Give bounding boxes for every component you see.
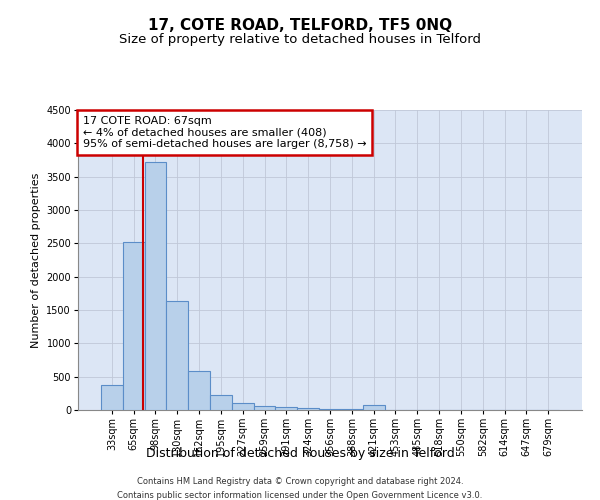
Bar [297, 408, 319, 410]
Y-axis label: Number of detached properties: Number of detached properties [31, 172, 41, 348]
Text: 17 COTE ROAD: 67sqm
← 4% of detached houses are smaller (408)
95% of semi-detach: 17 COTE ROAD: 67sqm ← 4% of detached hou… [83, 116, 367, 149]
Text: Contains public sector information licensed under the Open Government Licence v3: Contains public sector information licen… [118, 491, 482, 500]
Bar [232, 404, 254, 410]
Bar [145, 162, 166, 410]
Bar [188, 370, 210, 410]
Bar [363, 406, 385, 410]
Text: Size of property relative to detached houses in Telford: Size of property relative to detached ho… [119, 32, 481, 46]
Bar [166, 302, 188, 410]
Bar [123, 242, 145, 410]
Bar [101, 385, 123, 410]
Bar [275, 408, 297, 410]
Text: 17, COTE ROAD, TELFORD, TF5 0NQ: 17, COTE ROAD, TELFORD, TF5 0NQ [148, 18, 452, 32]
Text: Contains HM Land Registry data © Crown copyright and database right 2024.: Contains HM Land Registry data © Crown c… [137, 478, 463, 486]
Text: Distribution of detached houses by size in Telford: Distribution of detached houses by size … [146, 448, 454, 460]
Bar [210, 396, 232, 410]
Bar [254, 406, 275, 410]
